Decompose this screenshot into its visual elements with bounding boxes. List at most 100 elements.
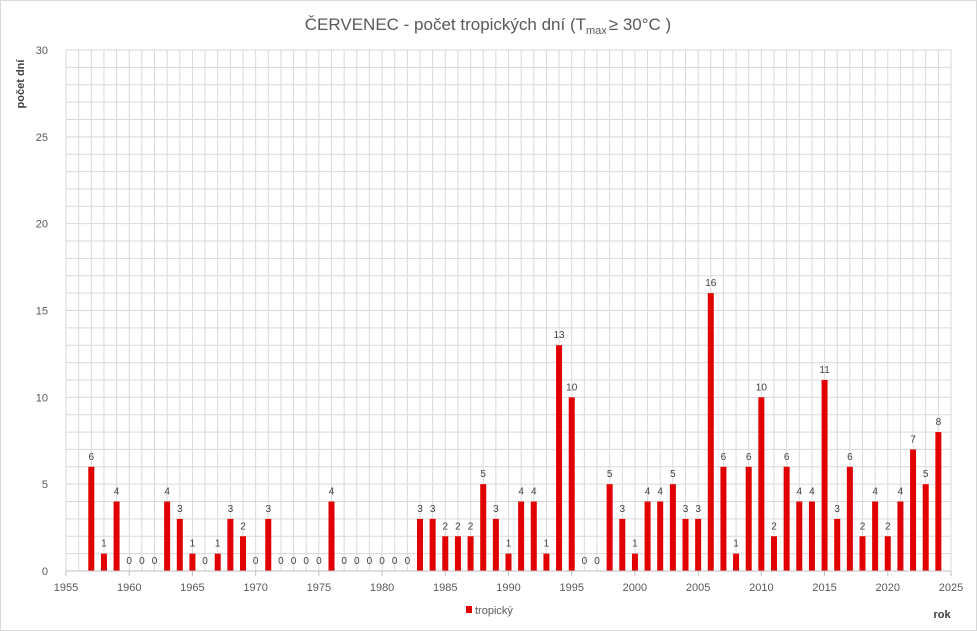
data-label: 4	[164, 487, 170, 498]
data-label: 1	[632, 539, 638, 550]
data-label: 4	[329, 487, 335, 498]
x-tick-label: 1955	[54, 582, 78, 594]
bar	[480, 484, 487, 571]
bar	[227, 518, 234, 571]
data-label: 6	[847, 452, 853, 463]
bar	[897, 501, 904, 571]
bar	[846, 466, 853, 571]
bar	[530, 501, 537, 571]
data-label: 1	[733, 539, 739, 550]
data-label: 2	[771, 521, 777, 532]
bar	[872, 501, 879, 571]
data-label: 1	[101, 539, 107, 550]
bar	[505, 553, 512, 571]
data-label: 0	[303, 556, 309, 567]
y-tick-label: 10	[36, 392, 48, 404]
bar	[631, 553, 638, 571]
data-label: 0	[202, 556, 208, 567]
bar	[568, 397, 575, 571]
bar	[720, 466, 727, 571]
data-label: 0	[367, 556, 373, 567]
bar	[910, 449, 917, 571]
bar	[733, 553, 740, 571]
data-label: 3	[177, 504, 183, 515]
x-tick-label: 1995	[559, 582, 583, 594]
data-label: 1	[544, 539, 550, 550]
data-label: 6	[721, 452, 727, 463]
bar	[783, 466, 790, 571]
data-label: 0	[594, 556, 600, 567]
x-tick-label: 2010	[749, 582, 773, 594]
y-tick-label: 15	[36, 306, 48, 318]
bar	[644, 501, 651, 571]
bar	[859, 536, 866, 571]
bar	[328, 501, 335, 571]
data-label: 5	[480, 469, 486, 480]
data-label: 3	[620, 504, 626, 515]
bar	[657, 501, 664, 571]
bar	[884, 536, 891, 571]
bar	[176, 518, 183, 571]
y-tick-label: 30	[36, 45, 48, 57]
legend-swatch	[466, 606, 472, 613]
bar	[821, 379, 828, 571]
bar	[707, 293, 714, 571]
grid	[65, 49, 952, 572]
bar	[518, 501, 525, 571]
x-axis-label: rok	[933, 609, 951, 621]
data-label: 4	[645, 487, 651, 498]
x-tick-label: 1985	[433, 582, 457, 594]
data-label: 6	[89, 452, 95, 463]
data-label: 0	[139, 556, 145, 567]
data-label: 13	[554, 330, 566, 341]
data-label: 6	[784, 452, 790, 463]
data-label: 4	[657, 487, 663, 498]
x-tick-label: 2025	[939, 582, 963, 594]
data-label: 3	[695, 504, 701, 515]
bar	[113, 501, 120, 571]
data-label: 3	[493, 504, 499, 515]
bar	[745, 466, 752, 571]
data-label: 0	[253, 556, 259, 567]
data-label: 0	[291, 556, 297, 567]
data-label: 4	[531, 487, 537, 498]
x-tick-label: 1970	[243, 582, 267, 594]
data-label: 2	[455, 521, 461, 532]
data-label: 2	[468, 521, 474, 532]
bar	[834, 518, 841, 571]
bar	[619, 518, 626, 571]
x-tick-label: 2005	[686, 582, 710, 594]
data-label: 2	[240, 521, 246, 532]
data-label: 1	[506, 539, 512, 550]
bar	[240, 536, 246, 571]
bar	[265, 518, 272, 571]
bar	[771, 536, 777, 571]
data-label: 3	[228, 504, 234, 515]
bar	[695, 518, 702, 571]
data-label: 0	[126, 556, 132, 567]
x-tick-label: 1965	[180, 582, 204, 594]
data-label: 3	[266, 504, 272, 515]
legend: tropický	[466, 605, 513, 617]
data-label: 1	[190, 539, 196, 550]
bar	[682, 518, 689, 571]
data-label: 0	[341, 556, 347, 567]
data-label: 2	[860, 521, 866, 532]
x-tick-label: 1980	[370, 582, 394, 594]
data-label: 4	[898, 487, 904, 498]
bar	[442, 536, 449, 571]
x-tick-label: 1990	[496, 582, 520, 594]
data-label: 0	[582, 556, 588, 567]
y-tick-label: 20	[36, 219, 48, 231]
data-label: 16	[705, 278, 717, 289]
data-label: 1	[215, 539, 221, 550]
y-axis-label: počet dní	[15, 59, 27, 109]
data-label: 5	[923, 469, 929, 480]
bar	[935, 432, 942, 571]
bar	[922, 484, 929, 571]
bar	[454, 536, 461, 571]
bar	[556, 345, 563, 571]
